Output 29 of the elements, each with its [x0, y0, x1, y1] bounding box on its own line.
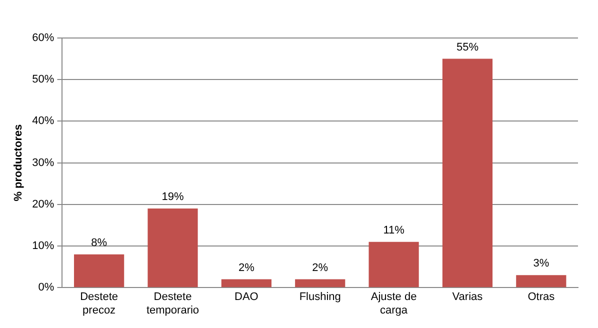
data-label: 8% [91, 236, 108, 249]
y-tick-label: 20% [32, 198, 54, 210]
y-tick-label: 30% [32, 156, 54, 169]
bar [74, 254, 124, 288]
y-tick-label: 10% [32, 240, 54, 252]
bar [442, 58, 493, 288]
x-tick-label: Destete temporario [146, 291, 200, 316]
x-tick-label: DAO [234, 291, 259, 304]
data-label: 2% [238, 262, 255, 274]
x-tick-label: Destete precoz [80, 291, 118, 316]
x-tick-label: Ajuste de carga [370, 291, 417, 316]
data-label: 19% [162, 191, 184, 204]
y-tick-label: 0% [38, 282, 54, 294]
x-tick-label: Varias [452, 291, 484, 304]
data-label: 3% [533, 258, 550, 270]
data-label: 2% [312, 262, 328, 274]
bar [295, 279, 346, 288]
data-label: 11% [383, 224, 405, 236]
data-label: 55% [456, 41, 479, 54]
y-tick-label: 60% [32, 32, 54, 44]
y-tick-label: 50% [32, 74, 54, 86]
bar [148, 208, 198, 288]
x-tick-label: Flushing [299, 291, 341, 304]
x-tick-label: Otras [528, 291, 556, 304]
y-tick-label: 40% [32, 115, 54, 128]
bar [221, 279, 272, 288]
y-axis-title: % productores [12, 124, 25, 202]
bar [516, 275, 566, 288]
bar [368, 242, 419, 288]
